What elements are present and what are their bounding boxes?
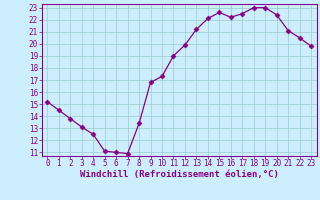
X-axis label: Windchill (Refroidissement éolien,°C): Windchill (Refroidissement éolien,°C) [80,170,279,179]
